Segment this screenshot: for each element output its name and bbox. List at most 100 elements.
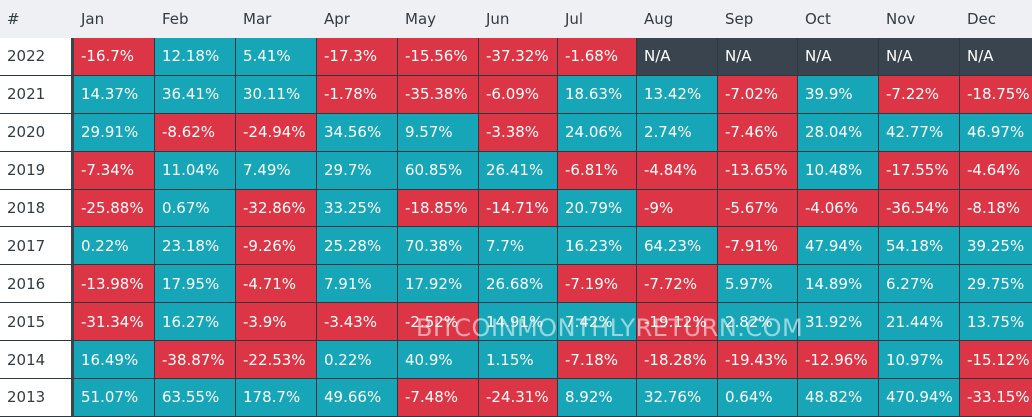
return-cell: -37.32%	[479, 38, 558, 76]
header-month: Jan	[74, 0, 155, 38]
return-cell: N/A	[960, 38, 1032, 76]
return-cell: 51.07%	[74, 379, 155, 417]
return-cell: -7.22%	[879, 75, 960, 114]
header-month: Oct	[798, 0, 879, 38]
return-cell: -15.56%	[398, 38, 479, 76]
header-month: May	[398, 0, 479, 38]
return-cell: -13.98%	[74, 265, 155, 304]
return-cell: 28.04%	[798, 113, 879, 152]
return-cell: -18.75%	[960, 75, 1032, 114]
return-cell: 30.11%	[236, 75, 317, 114]
return-cell: -8.62%	[155, 113, 236, 152]
return-cell: -4.71%	[236, 265, 317, 304]
return-cell: -31.34%	[74, 303, 155, 342]
return-cell: 40.9%	[398, 341, 479, 380]
return-cell: -33.15%	[960, 379, 1032, 417]
return-cell: -25.88%	[74, 189, 155, 228]
return-cell: 13.75%	[960, 303, 1032, 342]
return-cell: 33.25%	[317, 189, 398, 228]
return-cell: 17.95%	[155, 265, 236, 304]
return-cell: -38.87%	[155, 341, 236, 380]
return-cell: 2.74%	[637, 113, 718, 152]
return-cell: 26.41%	[479, 151, 558, 190]
year-label: 2022	[0, 38, 74, 76]
return-cell: -18.85%	[398, 189, 479, 228]
return-cell: 14.37%	[74, 75, 155, 114]
year-label: 2019	[0, 151, 74, 190]
return-cell: -18.28%	[637, 341, 718, 380]
header-month: Jun	[479, 0, 558, 38]
return-cell: 7.42%	[558, 303, 637, 342]
return-cell: 14.91%	[479, 303, 558, 342]
return-cell: 5.97%	[718, 265, 798, 304]
return-cell: 178.7%	[236, 379, 317, 417]
header-year: #	[0, 0, 74, 38]
return-cell: 42.77%	[879, 113, 960, 152]
return-cell: -9%	[637, 189, 718, 228]
return-cell: -2.52%	[398, 303, 479, 342]
return-cell: 24.06%	[558, 113, 637, 152]
return-cell: -4.06%	[798, 189, 879, 228]
return-cell: 16.49%	[74, 341, 155, 380]
return-cell: -7.18%	[558, 341, 637, 380]
header-month: Nov	[879, 0, 960, 38]
return-cell: 0.22%	[74, 227, 155, 266]
return-cell: -7.48%	[398, 379, 479, 417]
return-cell: 70.38%	[398, 227, 479, 266]
return-cell: 7.7%	[479, 227, 558, 266]
return-cell: -8.18%	[960, 189, 1032, 228]
return-cell: 14.89%	[798, 265, 879, 304]
return-cell: 36.41%	[155, 75, 236, 114]
return-cell: 5.41%	[236, 38, 317, 76]
year-label: 2013	[0, 379, 74, 417]
return-cell: -7.34%	[74, 151, 155, 190]
return-cell: 18.63%	[558, 75, 637, 114]
return-cell: 17.92%	[398, 265, 479, 304]
return-cell: -19.12%	[637, 303, 718, 342]
return-cell: 0.22%	[317, 341, 398, 380]
year-label: 2018	[0, 189, 74, 228]
return-cell: 20.79%	[558, 189, 637, 228]
return-cell: -17.3%	[317, 38, 398, 76]
return-cell: -6.09%	[479, 75, 558, 114]
return-cell: N/A	[637, 38, 718, 76]
return-cell: 7.49%	[236, 151, 317, 190]
return-cell: -7.72%	[637, 265, 718, 304]
return-cell: -22.53%	[236, 341, 317, 380]
return-cell: 0.67%	[155, 189, 236, 228]
year-label: 2021	[0, 75, 74, 114]
return-cell: 0.64%	[718, 379, 798, 417]
return-cell: -4.84%	[637, 151, 718, 190]
return-cell: -3.38%	[479, 113, 558, 152]
return-cell: -7.46%	[718, 113, 798, 152]
return-cell: 11.04%	[155, 151, 236, 190]
return-cell: -5.67%	[718, 189, 798, 228]
return-cell: -35.38%	[398, 75, 479, 114]
return-cell: 10.48%	[798, 151, 879, 190]
return-cell: -7.19%	[558, 265, 637, 304]
year-label: 2014	[0, 341, 74, 380]
return-cell: N/A	[798, 38, 879, 76]
return-cell: 2.82%	[718, 303, 798, 342]
return-cell: N/A	[879, 38, 960, 76]
return-cell: N/A	[718, 38, 798, 76]
return-cell: -1.68%	[558, 38, 637, 76]
header-month: Apr	[317, 0, 398, 38]
return-cell: 54.18%	[879, 227, 960, 266]
return-cell: 39.9%	[798, 75, 879, 114]
return-cell: 9.57%	[398, 113, 479, 152]
header-month: Sep	[718, 0, 798, 38]
header-month: Mar	[236, 0, 317, 38]
return-cell: 6.27%	[879, 265, 960, 304]
return-cell: 48.82%	[798, 379, 879, 417]
return-cell: 25.28%	[317, 227, 398, 266]
return-cell: -13.65%	[718, 151, 798, 190]
return-cell: -16.7%	[74, 38, 155, 76]
return-cell: 16.23%	[558, 227, 637, 266]
header-month: Feb	[155, 0, 236, 38]
return-cell: 13.42%	[637, 75, 718, 114]
return-cell: 64.23%	[637, 227, 718, 266]
return-cell: -6.81%	[558, 151, 637, 190]
return-cell: -4.64%	[960, 151, 1032, 190]
